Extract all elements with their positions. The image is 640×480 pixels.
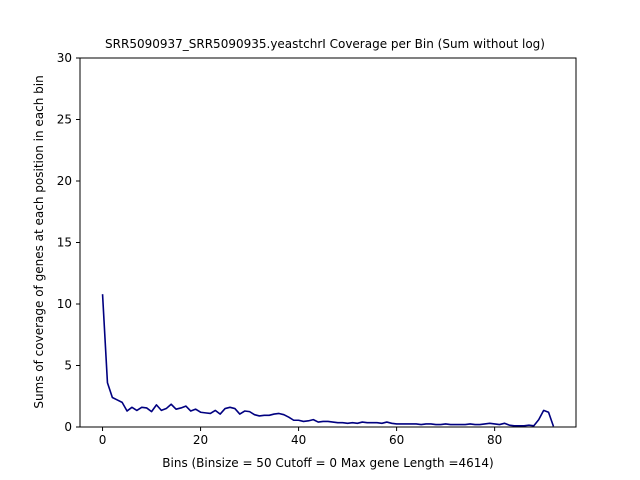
y-tick-label: 5 (64, 359, 72, 373)
x-tick-label: 80 (487, 433, 502, 447)
coverage-series-line (101, 294, 555, 427)
plot-frame (79, 57, 577, 428)
y-tick-label: 30 (57, 51, 72, 65)
y-tick-label: 20 (57, 174, 72, 188)
y-tick-label: 25 (57, 113, 72, 127)
y-axis-label: Sums of coverage of genes at each positi… (32, 75, 46, 408)
x-tick-label: 20 (193, 433, 208, 447)
axis-ticks: 0 20 40 60 80 0 5 10 15 20 25 30 (57, 51, 503, 447)
y-tick-label: 15 (57, 236, 72, 250)
y-tick-label: 10 (57, 297, 72, 311)
x-tick-label: 60 (389, 433, 404, 447)
x-axis-label: Bins (Binsize = 50 Cutoff = 0 Max gene L… (162, 456, 493, 470)
chart-title: SRR5090937_SRR5090935.yeastchrI Coverage… (105, 37, 545, 51)
y-tick-label: 0 (64, 420, 72, 434)
plot-area (101, 294, 555, 427)
x-tick-label: 40 (291, 433, 306, 447)
x-tick-label: 0 (99, 433, 107, 447)
